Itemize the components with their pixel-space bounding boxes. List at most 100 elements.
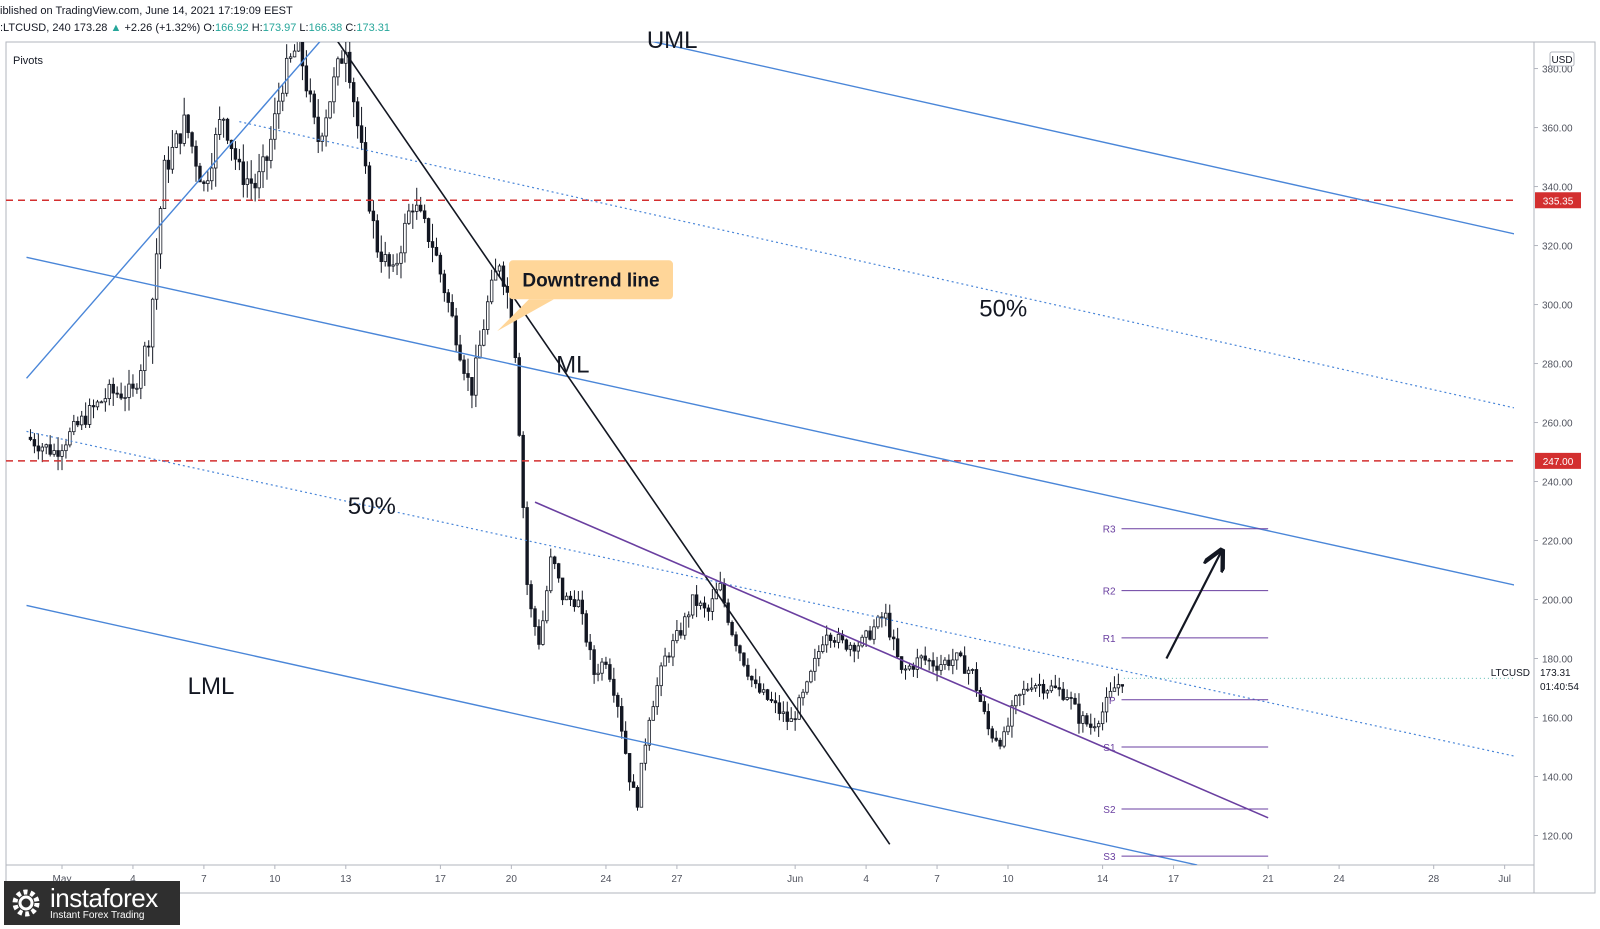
symbol-header: :LTCUSD, 240 173.28 ▲ +2.26 (+1.32%) O:1…	[0, 22, 390, 34]
candle-body-down	[616, 694, 620, 707]
pivot-label-s1: S1	[1103, 743, 1116, 754]
candle-body-up	[221, 118, 226, 121]
candle	[564, 592, 569, 601]
candle	[348, 42, 352, 89]
candle	[537, 619, 541, 650]
candle	[95, 399, 100, 411]
candle-body-up	[328, 101, 332, 119]
candle-body-down	[623, 730, 628, 754]
candle	[675, 619, 679, 644]
candle	[604, 656, 608, 670]
candle	[1104, 687, 1109, 723]
candle-body-up	[663, 655, 667, 667]
candle	[375, 214, 380, 258]
candle	[485, 295, 490, 335]
candle-body-up	[675, 630, 679, 642]
candle-body-up	[210, 167, 214, 182]
candle	[214, 127, 218, 187]
candle	[1100, 702, 1105, 731]
candle-body-down	[899, 656, 904, 670]
candle-body-down	[978, 690, 983, 702]
candle-body-up	[943, 659, 947, 666]
candle	[344, 42, 348, 83]
candle	[64, 438, 68, 459]
candle	[233, 141, 238, 170]
time-axis[interactable]: May 4 7 10 13 17 20 24 27 Jun 4 7 10 14 17 21 24 28 Jul	[53, 865, 1512, 885]
candle-body-up	[1006, 725, 1010, 733]
candle	[935, 656, 939, 682]
candle-body-down	[48, 444, 52, 455]
candle	[221, 117, 226, 138]
candle	[1026, 683, 1030, 692]
candle-body-down	[450, 302, 454, 317]
candle-body-up	[1018, 693, 1022, 697]
candle	[426, 217, 431, 249]
chart-frame	[5, 41, 1596, 894]
currency-badge[interactable]: USD	[1549, 51, 1575, 67]
candle	[612, 667, 616, 703]
x-tick-label: 24	[600, 874, 612, 885]
x-tick-label: 10	[269, 874, 281, 885]
candle-body-down	[852, 644, 856, 652]
candle-body-down	[679, 630, 683, 636]
candle	[584, 610, 588, 647]
candle-body-down	[911, 665, 916, 670]
candle-body-up	[1037, 683, 1042, 686]
candle	[249, 160, 253, 201]
candle	[990, 725, 994, 743]
candle	[182, 97, 186, 147]
candle	[750, 675, 754, 688]
pivot-label-p: P	[1109, 696, 1116, 707]
candle	[72, 414, 76, 436]
price-axis[interactable]: 120.00 140.00 160.00 180.00 200.00 220.00 240.…	[1534, 65, 1581, 843]
y-tick-label: 260.00	[1542, 419, 1573, 430]
candle	[154, 238, 159, 310]
candle	[324, 109, 328, 147]
candle	[576, 591, 581, 608]
candle-body-up	[817, 651, 821, 659]
x-tick-label: 17	[435, 874, 447, 885]
candle	[131, 374, 135, 397]
candle	[415, 187, 419, 220]
candle	[399, 245, 403, 279]
candle-body-up	[72, 420, 76, 433]
candle-body-down	[667, 655, 671, 658]
candle-body-up	[655, 685, 659, 708]
candle	[351, 77, 356, 118]
candle	[265, 155, 269, 180]
candle-body-up	[1033, 685, 1038, 689]
candle	[438, 252, 443, 283]
candle	[462, 355, 466, 381]
x-tick-label: 27	[671, 874, 683, 885]
candle	[525, 501, 529, 596]
candle-body-up	[1096, 723, 1101, 728]
x-tick-label: 20	[506, 874, 518, 885]
candle	[379, 235, 383, 273]
candle	[1061, 682, 1065, 702]
candle-body-up	[781, 711, 786, 714]
candle	[80, 410, 84, 431]
symbol-name[interactable]: :LTCUSD, 240	[0, 22, 71, 34]
candle-body-up	[651, 706, 655, 721]
candle	[710, 588, 715, 621]
candle-body-up	[284, 57, 289, 94]
candle-body-down	[194, 145, 198, 167]
candle-body-up	[1022, 688, 1026, 695]
candle-body-down	[501, 265, 506, 287]
candle-body-up	[245, 178, 249, 185]
candle	[1069, 691, 1073, 710]
candle-body-up	[150, 298, 155, 348]
candle	[671, 633, 675, 667]
downtrend-callout: Downtrend line	[497, 260, 673, 332]
pivot-label-s3: S3	[1103, 852, 1116, 863]
candle	[702, 596, 707, 618]
candle-body-up	[403, 222, 407, 254]
candle	[505, 277, 510, 309]
candle	[560, 577, 565, 606]
candle	[1120, 684, 1125, 693]
candle-body-up	[170, 146, 175, 170]
x-tick-label: 28	[1428, 874, 1440, 885]
brand-tagline: Instant Forex Trading	[50, 910, 145, 921]
candle	[237, 148, 242, 171]
